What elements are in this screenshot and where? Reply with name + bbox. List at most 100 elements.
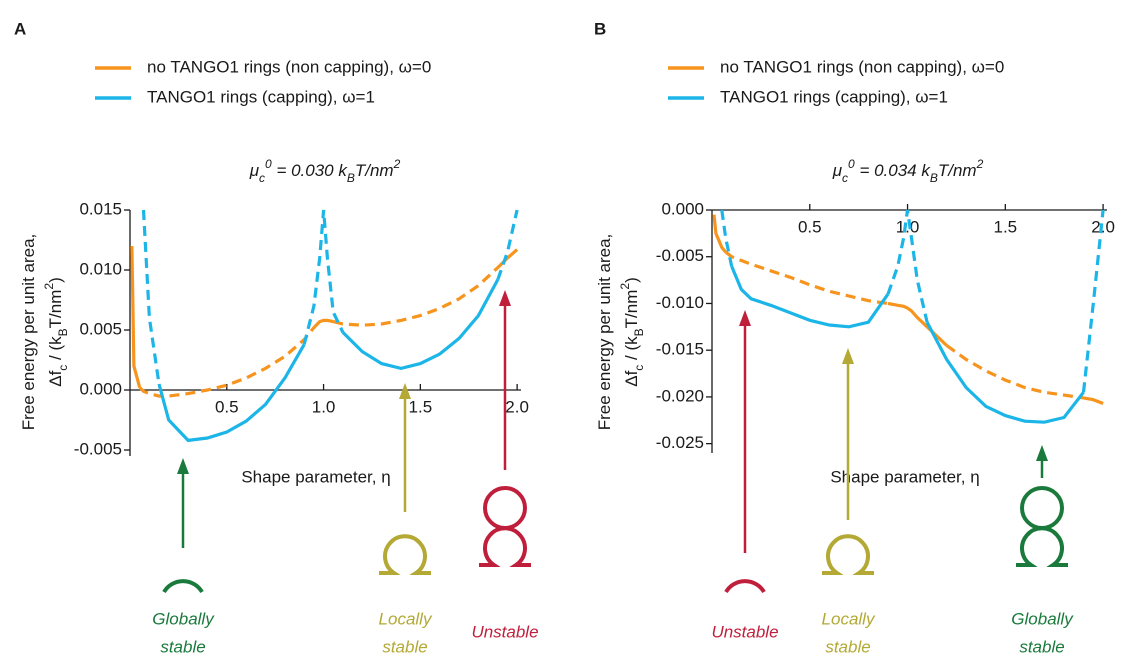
panel-label: A (14, 19, 26, 38)
annotation-label: stable (825, 637, 870, 656)
shape-omega (1016, 526, 1068, 567)
line-dashed (886, 209, 929, 323)
x-axis-label: Shape parameter, η (830, 467, 979, 486)
x-axis-label: Shape parameter, η (241, 467, 390, 486)
x-tick-label: 0.5 (798, 217, 822, 236)
line-solid (312, 318, 334, 329)
y-axis-label-part: T/nm (622, 290, 641, 329)
arrow-head (842, 348, 854, 364)
y-tick-label: 0.015 (79, 199, 122, 218)
line-dashed (138, 326, 316, 398)
chart-title-part: B (347, 171, 355, 185)
y-tick-label: -0.025 (656, 433, 704, 452)
y-axis-label-part: 2 (618, 283, 632, 290)
y-axis-label: Δfc / (kBT/nm2) (42, 277, 70, 387)
x-tick-label: 2.0 (505, 397, 529, 416)
chart-title-part: 2 (393, 157, 401, 171)
shape-top (1020, 486, 1064, 530)
shape-cap (724, 579, 766, 594)
y-tick-label: -0.020 (656, 386, 704, 405)
chart-title-part: T/nm (938, 161, 977, 180)
annotation-label: Unstable (471, 622, 538, 641)
chart-title-part: = 0.034 k (855, 161, 932, 180)
y-axis-label-part: T/nm (46, 290, 65, 329)
chart-title-part: μ (832, 161, 843, 180)
shape-cap (162, 579, 204, 594)
annotation-label: Unstable (711, 622, 778, 641)
y-tick-label: 0.000 (79, 379, 122, 398)
y-axis-label-part: 2 (42, 283, 56, 290)
line-dashed (302, 209, 345, 345)
x-tick-label: 1.0 (312, 397, 336, 416)
line-solid (496, 248, 519, 269)
y-tick-label: -0.010 (656, 293, 704, 312)
x-tick-label: 1.5 (993, 217, 1017, 236)
line-solid (1083, 396, 1104, 405)
chart-title-part: c (842, 171, 848, 185)
chart-title: μc0 = 0.034 kBT/nm2 (832, 157, 984, 185)
chart-title: μc0 = 0.030 kBT/nm2 (249, 157, 401, 185)
shape-omega (379, 534, 431, 575)
annotation-label: stable (1019, 637, 1064, 656)
panel-label: B (594, 19, 606, 38)
y-tick-label: -0.005 (74, 439, 122, 458)
y-axis-label-part: c (56, 365, 70, 371)
arrow-head (177, 458, 189, 474)
chart-title-part: 2 (976, 157, 984, 171)
y-tick-label: 0.010 (79, 259, 122, 278)
chart-title-part: 0 (265, 157, 272, 171)
plot-area (130, 209, 519, 443)
line-dashed (724, 250, 889, 306)
y-axis-label: Free energy per unit area, (19, 234, 38, 431)
y-axis-label: Δfc / (kBT/nm2) (618, 277, 646, 387)
line-dashed (141, 209, 161, 385)
chart-title-part: T/nm (355, 161, 394, 180)
y-axis-label: Free energy per unit area, (595, 234, 614, 431)
y-axis-label-part: Δf (46, 370, 65, 386)
y-axis-label-part: / (k (46, 336, 65, 365)
annotation-label: stable (160, 637, 205, 656)
x-tick-label: 0.5 (215, 397, 239, 416)
arrow-head (739, 310, 751, 326)
y-tick-label: -0.015 (656, 340, 704, 359)
annotation-label: Locally (822, 609, 876, 628)
shape-top (483, 486, 527, 530)
chart-title-part: = 0.030 k (272, 161, 349, 180)
y-tick-label: -0.005 (656, 246, 704, 265)
legend-label: TANGO1 rings (capping), ω=1 (147, 87, 375, 106)
x-tick-label: 1.0 (896, 217, 920, 236)
line-solid (157, 343, 306, 443)
line-solid (730, 265, 890, 329)
annotation-label: stable (382, 637, 427, 656)
chart-title-part: 0 (848, 157, 855, 171)
y-axis-label-part: B (632, 328, 646, 336)
chart-title-part: c (259, 171, 265, 185)
y-axis-label-part: Δf (622, 370, 641, 386)
y-tick-label: 0.005 (79, 319, 122, 338)
shape-omega (479, 526, 531, 567)
line-solid (712, 214, 727, 254)
y-axis-label-part: ) (622, 277, 641, 283)
legend-label: TANGO1 rings (capping), ω=1 (720, 87, 948, 106)
chart-title-part: B (930, 171, 938, 185)
line-dashed (1081, 209, 1105, 393)
chart-title-part: μ (249, 161, 260, 180)
y-axis-label-part: / (k (622, 336, 641, 365)
line-dashed (496, 209, 519, 281)
plot-area (712, 209, 1105, 424)
line-solid (887, 301, 948, 347)
arrow-head (1036, 445, 1048, 461)
annotation-label: Globally (1011, 609, 1074, 628)
y-axis-label-part: Free energy per unit area, (19, 234, 38, 431)
annotation-label: Globally (152, 609, 215, 628)
x-tick-label: 1.5 (409, 397, 433, 416)
line-dashed (332, 266, 499, 327)
line-solid (341, 278, 500, 371)
legend-label: no TANGO1 rings (non capping), ω=0 (720, 57, 1004, 76)
annotation-label: Locally (379, 609, 433, 628)
y-axis-label-part: Free energy per unit area, (595, 234, 614, 431)
y-axis-label-part: ) (46, 277, 65, 283)
y-tick-label: 0.000 (661, 199, 704, 218)
x-tick-label: 2.0 (1091, 217, 1115, 236)
